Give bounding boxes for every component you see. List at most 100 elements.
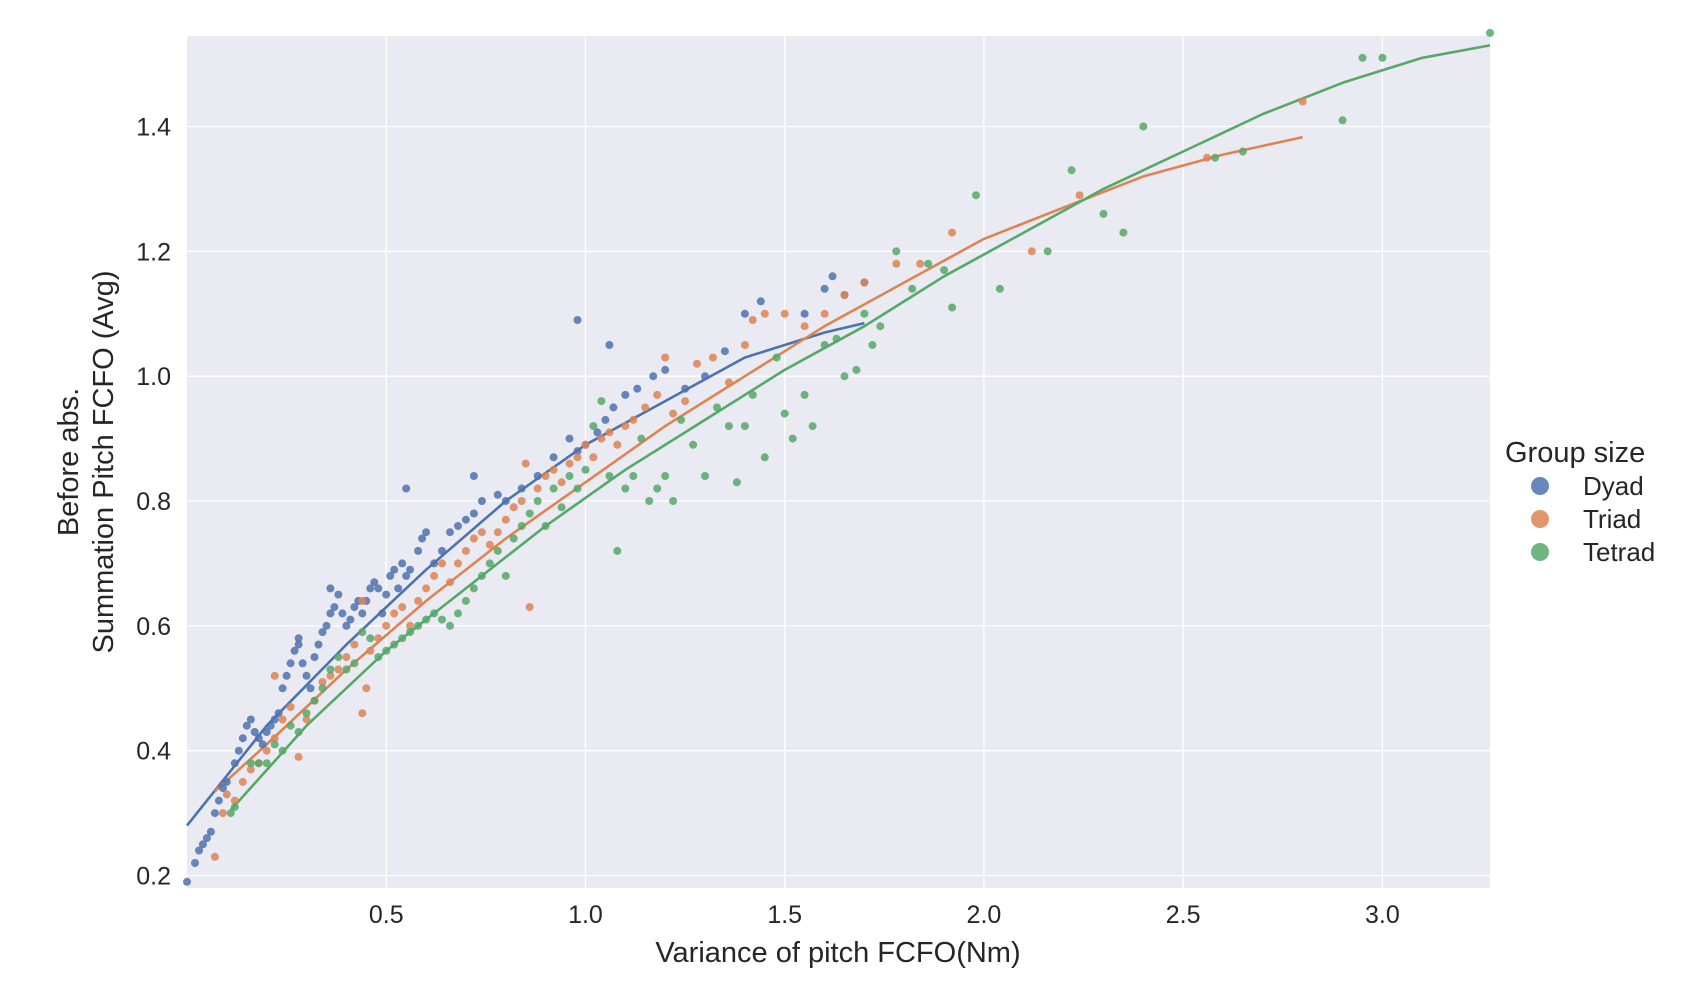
data-point-tetrad xyxy=(573,484,582,493)
data-point-triad xyxy=(414,596,423,605)
data-point-tetrad xyxy=(924,259,933,268)
data-point-tetrad xyxy=(533,497,542,505)
data-point-triad xyxy=(270,671,279,680)
data-point-tetrad xyxy=(517,522,526,530)
data-point-tetrad xyxy=(1067,166,1076,175)
data-point-dyad xyxy=(290,646,299,655)
data-point-tetrad xyxy=(1486,28,1494,37)
data-point-triad xyxy=(820,309,829,318)
x-axis-label: Variance of pitch FCFO(Nm) xyxy=(655,937,1020,969)
y-axis-label-line-2: Summation Pitch FCFO (Avg) xyxy=(88,270,120,653)
x-tick-label: 2.5 xyxy=(1166,901,1201,929)
data-point-tetrad xyxy=(852,365,861,374)
data-point-dyad xyxy=(402,571,411,580)
x-tick-label: 1.0 xyxy=(568,901,603,929)
data-point-triad xyxy=(525,603,534,612)
data-point-dyad xyxy=(461,515,470,524)
data-point-triad xyxy=(326,671,335,680)
data-point-tetrad xyxy=(876,322,885,331)
data-point-triad xyxy=(382,621,391,630)
data-point-tetrad xyxy=(1043,247,1052,256)
data-point-triad xyxy=(509,503,518,512)
data-point-tetrad xyxy=(270,740,279,749)
data-point-tetrad xyxy=(366,634,375,643)
data-point-dyad xyxy=(294,640,303,649)
data-point-dyad xyxy=(270,715,279,724)
data-point-dyad xyxy=(318,628,327,637)
data-point-dyad xyxy=(609,403,618,412)
data-points xyxy=(183,28,1494,886)
data-point-triad xyxy=(541,472,550,480)
data-point-dyad xyxy=(828,272,837,281)
y-tick-label: 0.6 xyxy=(136,613,171,641)
data-point-tetrad xyxy=(808,422,817,431)
data-point-tetrad xyxy=(1139,122,1148,131)
data-point-tetrad xyxy=(840,372,849,381)
data-point-tetrad xyxy=(661,472,670,480)
data-point-tetrad xyxy=(972,191,980,200)
fit-line-tetrad xyxy=(229,44,1491,811)
data-point-dyad xyxy=(438,546,446,555)
data-point-dyad xyxy=(633,384,642,393)
data-point-tetrad xyxy=(1099,209,1108,218)
data-point-dyad xyxy=(286,659,295,668)
data-point-triad xyxy=(748,316,757,324)
legend-marker xyxy=(1531,543,1549,561)
data-point-tetrad xyxy=(1358,53,1367,62)
data-point-tetrad xyxy=(230,802,239,811)
data-point-dyad xyxy=(314,640,323,649)
x-axis-ticks: 0.5 1.0 1.5 2.0 2.5 3.0 xyxy=(369,901,1400,929)
data-point-triad xyxy=(493,528,502,537)
legend-item-triad: Triad xyxy=(1531,504,1641,534)
data-point-tetrad xyxy=(1119,228,1128,237)
data-point-dyad xyxy=(191,859,199,867)
data-point-dyad xyxy=(326,609,335,618)
data-point-dyad xyxy=(342,621,351,630)
data-point-tetrad xyxy=(334,653,343,662)
data-point-tetrad xyxy=(382,646,391,655)
data-point-triad xyxy=(557,478,566,487)
data-point-tetrad xyxy=(1378,53,1387,62)
data-point-tetrad xyxy=(1238,147,1247,156)
data-point-dyad xyxy=(477,497,486,505)
data-point-dyad xyxy=(756,297,765,306)
data-point-tetrad xyxy=(358,628,367,637)
data-point-dyad xyxy=(414,546,423,555)
data-point-dyad xyxy=(720,347,729,356)
data-point-dyad xyxy=(322,621,331,630)
data-point-triad xyxy=(286,703,295,711)
data-point-dyad xyxy=(250,728,259,736)
data-point-dyad xyxy=(493,490,502,499)
data-point-triad xyxy=(461,546,470,555)
data-point-dyad xyxy=(820,284,829,293)
data-point-tetrad xyxy=(724,422,733,431)
data-point-tetrad xyxy=(454,609,462,618)
data-point-tetrad xyxy=(326,665,335,674)
data-point-tetrad xyxy=(286,721,295,730)
legend-marker xyxy=(1531,477,1549,495)
data-point-tetrad xyxy=(908,284,917,293)
data-point-tetrad xyxy=(645,497,654,505)
data-point-triad xyxy=(565,459,574,468)
data-point-triad xyxy=(398,603,407,612)
data-point-triad xyxy=(1075,191,1084,200)
legend-item-tetrad: Tetrad xyxy=(1531,537,1655,567)
data-point-dyad xyxy=(454,522,462,530)
data-point-tetrad xyxy=(541,522,550,530)
data-point-dyad xyxy=(262,728,271,736)
data-point-triad xyxy=(669,409,678,418)
data-point-tetrad xyxy=(868,341,877,349)
legend-label: Tetrad xyxy=(1583,537,1655,567)
series-dyad xyxy=(183,272,869,886)
data-point-tetrad xyxy=(892,247,901,256)
data-point-triad xyxy=(318,678,327,686)
legend-marker xyxy=(1531,510,1549,528)
data-point-dyad xyxy=(306,684,315,693)
y-tick-label: 1.2 xyxy=(136,238,171,266)
data-point-tetrad xyxy=(748,390,757,399)
data-point-dyad xyxy=(382,590,391,599)
data-point-dyad xyxy=(218,784,227,793)
data-point-tetrad xyxy=(254,759,263,768)
data-point-dyad xyxy=(330,603,339,612)
